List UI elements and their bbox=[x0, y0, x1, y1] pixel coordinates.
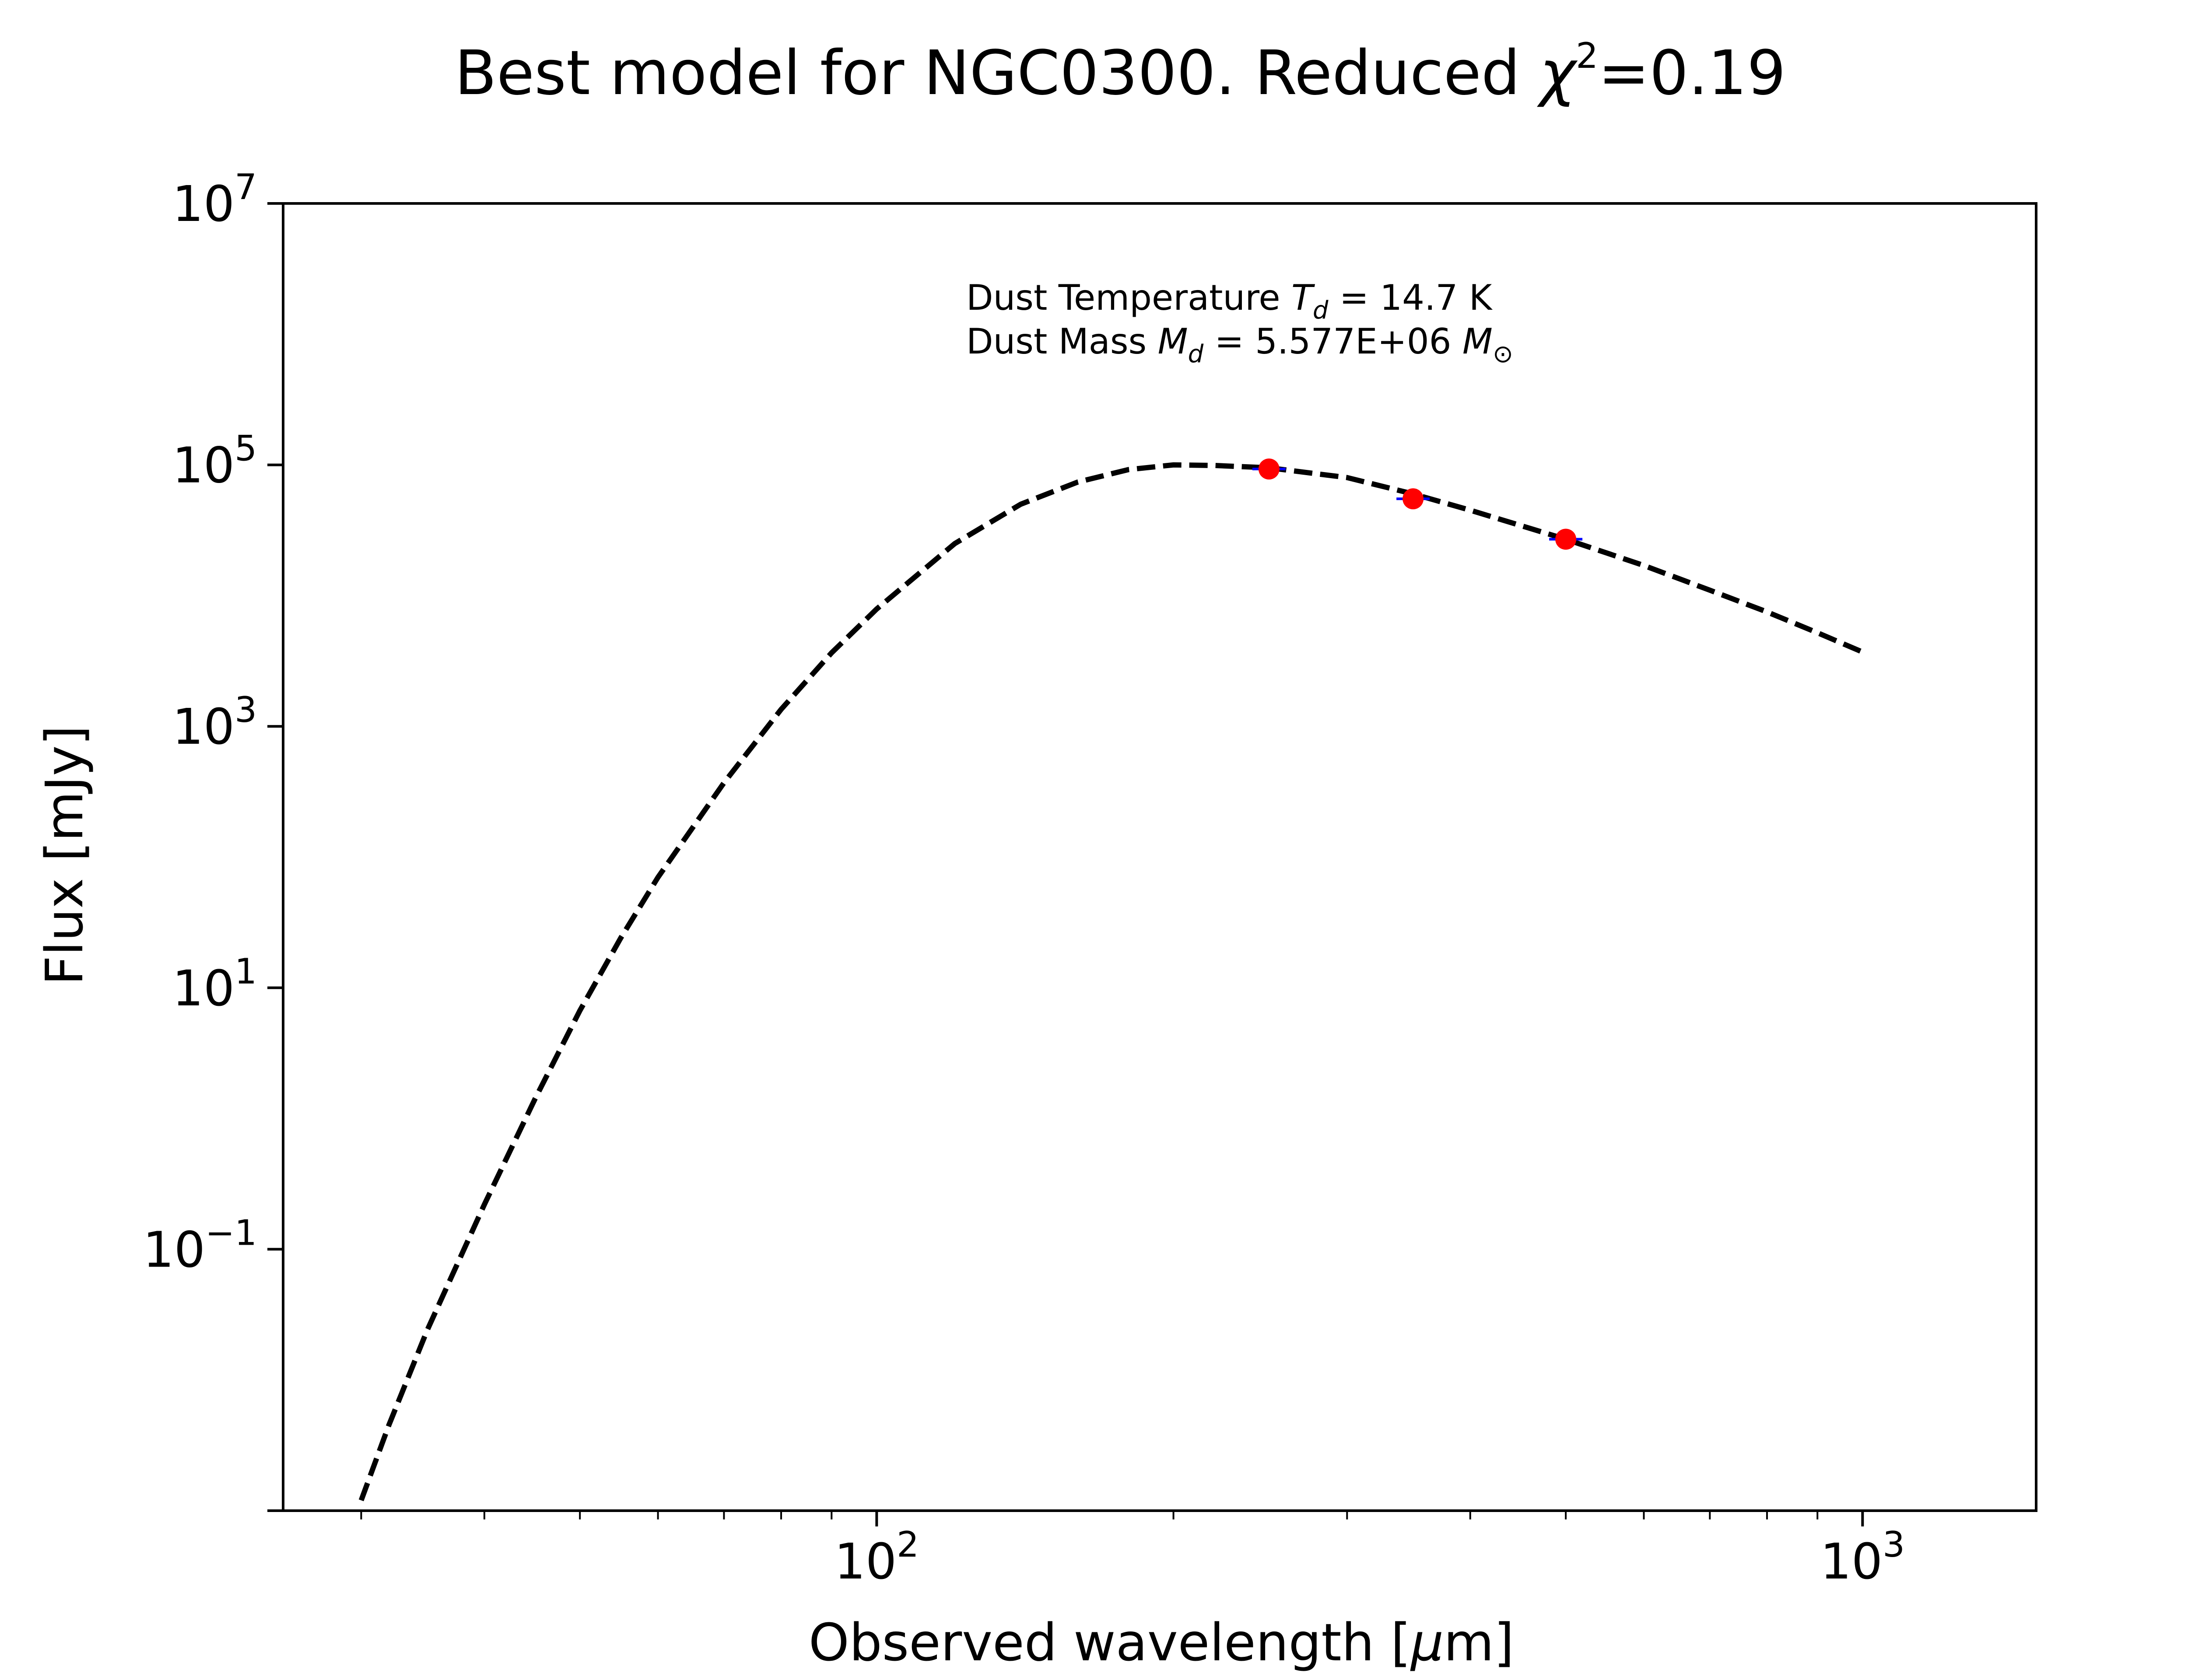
data-point bbox=[1555, 528, 1577, 550]
chart-title: Best model for NGC0300. Reduced χ2=0.19 bbox=[455, 35, 1786, 109]
y-tick-label: 107 bbox=[172, 167, 257, 233]
y-tick-label: 10−1 bbox=[143, 1212, 257, 1278]
data-point bbox=[1258, 458, 1280, 480]
x-tick-label: 102 bbox=[835, 1524, 919, 1590]
data-point bbox=[1403, 488, 1424, 510]
x-tick-label: 103 bbox=[1820, 1524, 1905, 1590]
y-axis-label: Flux [mJy] bbox=[34, 725, 95, 985]
y-axis: 10−1 101 103 105 107 bbox=[143, 167, 283, 1512]
x-axis-label: Observed wavelength [μm] bbox=[809, 1612, 1514, 1673]
annotation-temperature: Dust Temperature Td = 14.7 K bbox=[966, 277, 1493, 325]
y-tick-label: 105 bbox=[172, 428, 257, 494]
annotation-mass: Dust Mass Md = 5.577E+06 M⊙ bbox=[966, 321, 1513, 368]
y-tick-label: 101 bbox=[172, 951, 257, 1017]
model-curve bbox=[358, 462, 1864, 1502]
plot-area bbox=[282, 202, 2037, 1512]
x-axis: 102 103 bbox=[360, 1511, 1905, 1590]
plot-frame bbox=[282, 202, 2037, 1512]
y-tick-label: 103 bbox=[172, 690, 257, 756]
